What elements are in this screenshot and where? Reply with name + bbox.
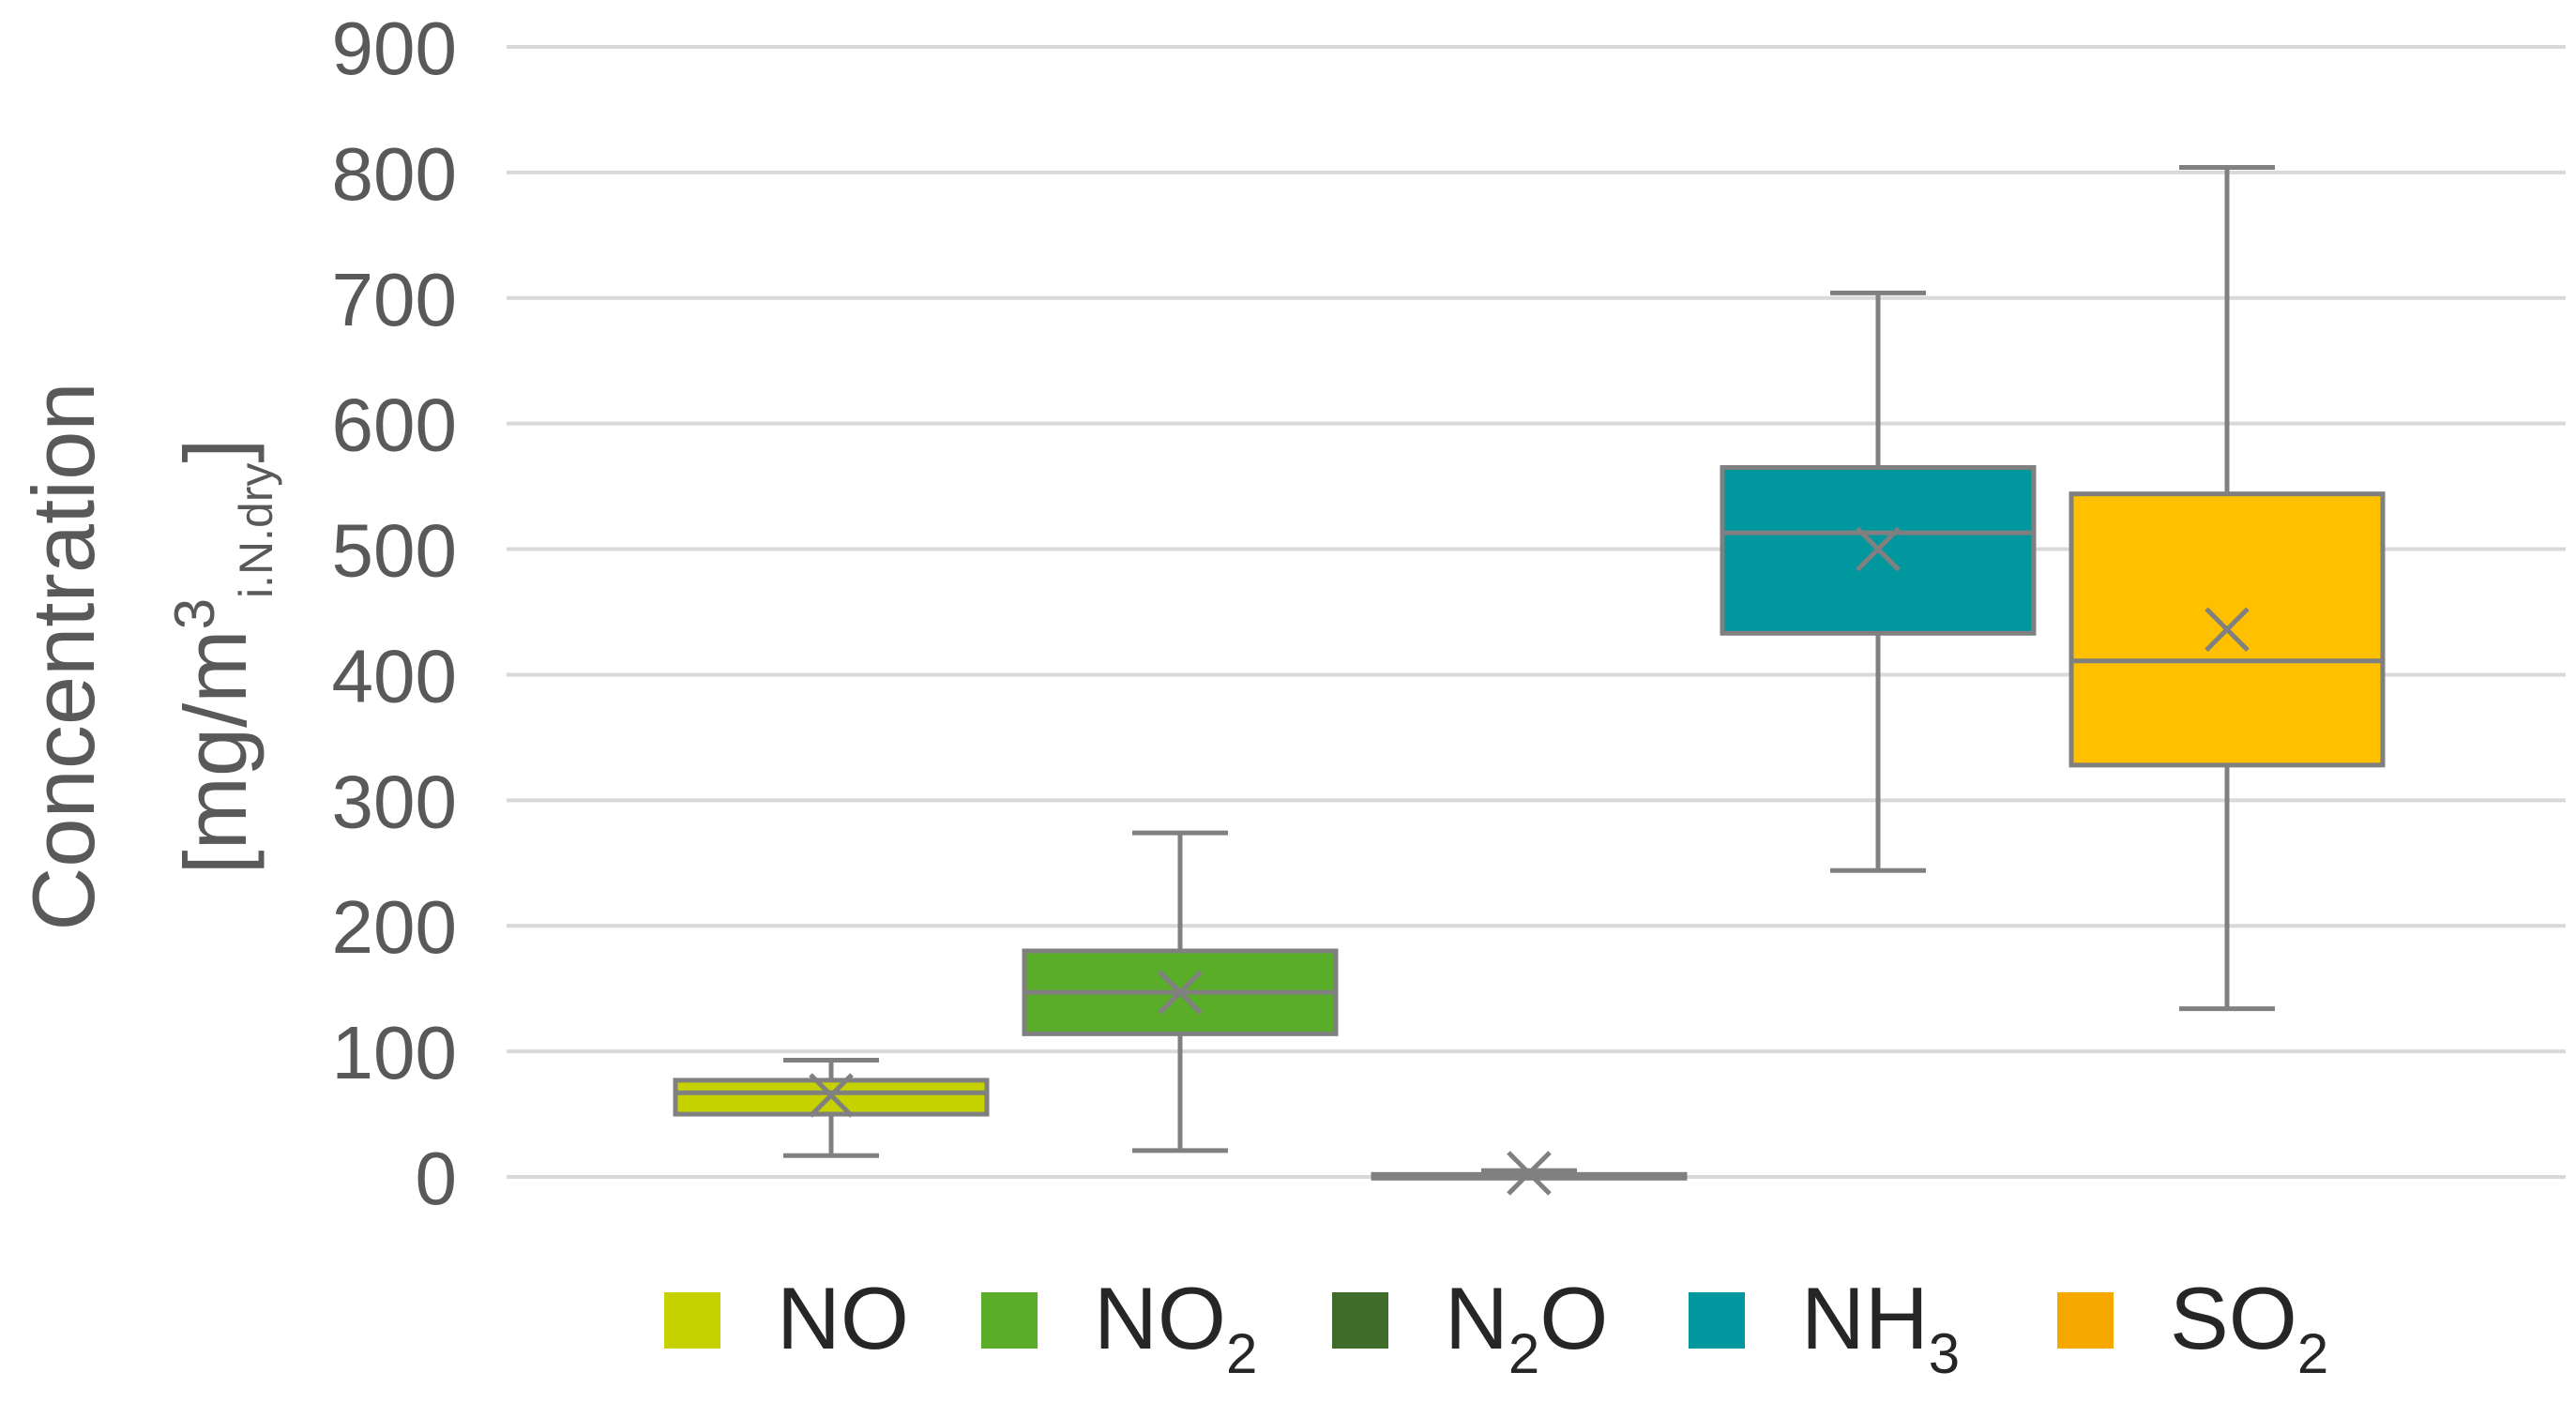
y-axis-label-line1: Concentration [14, 382, 113, 930]
legend-label-n2o: N2O [1445, 1269, 1608, 1385]
y-tick-label-800: 800 [332, 132, 457, 216]
y-tick-label-200: 200 [332, 885, 457, 969]
legend-item-no2: NO2 [981, 1269, 1257, 1385]
legend-swatch-nh3 [1689, 1292, 1745, 1349]
y-axis-label: Concentration [mg/m3i.N.dry] [14, 382, 282, 930]
y-tick-label-0: 0 [416, 1137, 458, 1220]
legend-swatch-no [664, 1292, 720, 1349]
legend-item-no: NO [664, 1269, 909, 1367]
legend-swatch-n2o [1332, 1292, 1388, 1349]
legend-swatch-no2 [981, 1292, 1038, 1349]
box-n2o [1371, 1151, 1688, 1196]
y-tick-label-400: 400 [332, 634, 457, 717]
y-tick-label-600: 600 [332, 384, 457, 467]
legend-label-no2: NO2 [1094, 1269, 1257, 1385]
box-so2 [2068, 165, 2386, 1012]
legend-label-nh3: NH3 [1801, 1269, 1960, 1385]
legend-item-n2o: N2O [1332, 1269, 1608, 1385]
legend-swatch-so2 [2057, 1292, 2114, 1349]
box-nh3 [1720, 290, 2037, 873]
y-tick-label-100: 100 [332, 1011, 457, 1094]
mean-marker-n2o [1507, 1151, 1552, 1196]
legend-item-nh3: NH3 [1689, 1269, 1960, 1385]
mean-marker-no2 [1158, 970, 1203, 1015]
box-no2 [1022, 830, 1339, 1153]
box-series [673, 165, 2386, 1196]
legend: NO NO2 N2O NH3 SO2 [664, 1269, 2328, 1385]
y-tick-label-500: 500 [332, 509, 457, 593]
mean-marker-so2 [2205, 607, 2250, 653]
box-no [673, 1057, 990, 1158]
y-axis-label-line2: [mg/m3i.N.dry] [163, 438, 282, 874]
gridlines [507, 45, 2566, 1179]
legend-label-no: NO [777, 1269, 909, 1367]
y-tick-label-700: 700 [332, 258, 457, 341]
legend-item-so2: SO2 [2057, 1269, 2328, 1385]
mean-marker-no [809, 1073, 854, 1118]
y-tick-label-300: 300 [332, 760, 457, 843]
mean-marker-nh3 [1856, 526, 1901, 572]
y-axis-ticks: 0 100 200 300 400 500 600 700 800 900 [332, 7, 457, 1220]
y-tick-label-900: 900 [332, 7, 457, 90]
legend-label-so2: SO2 [2170, 1269, 2328, 1385]
